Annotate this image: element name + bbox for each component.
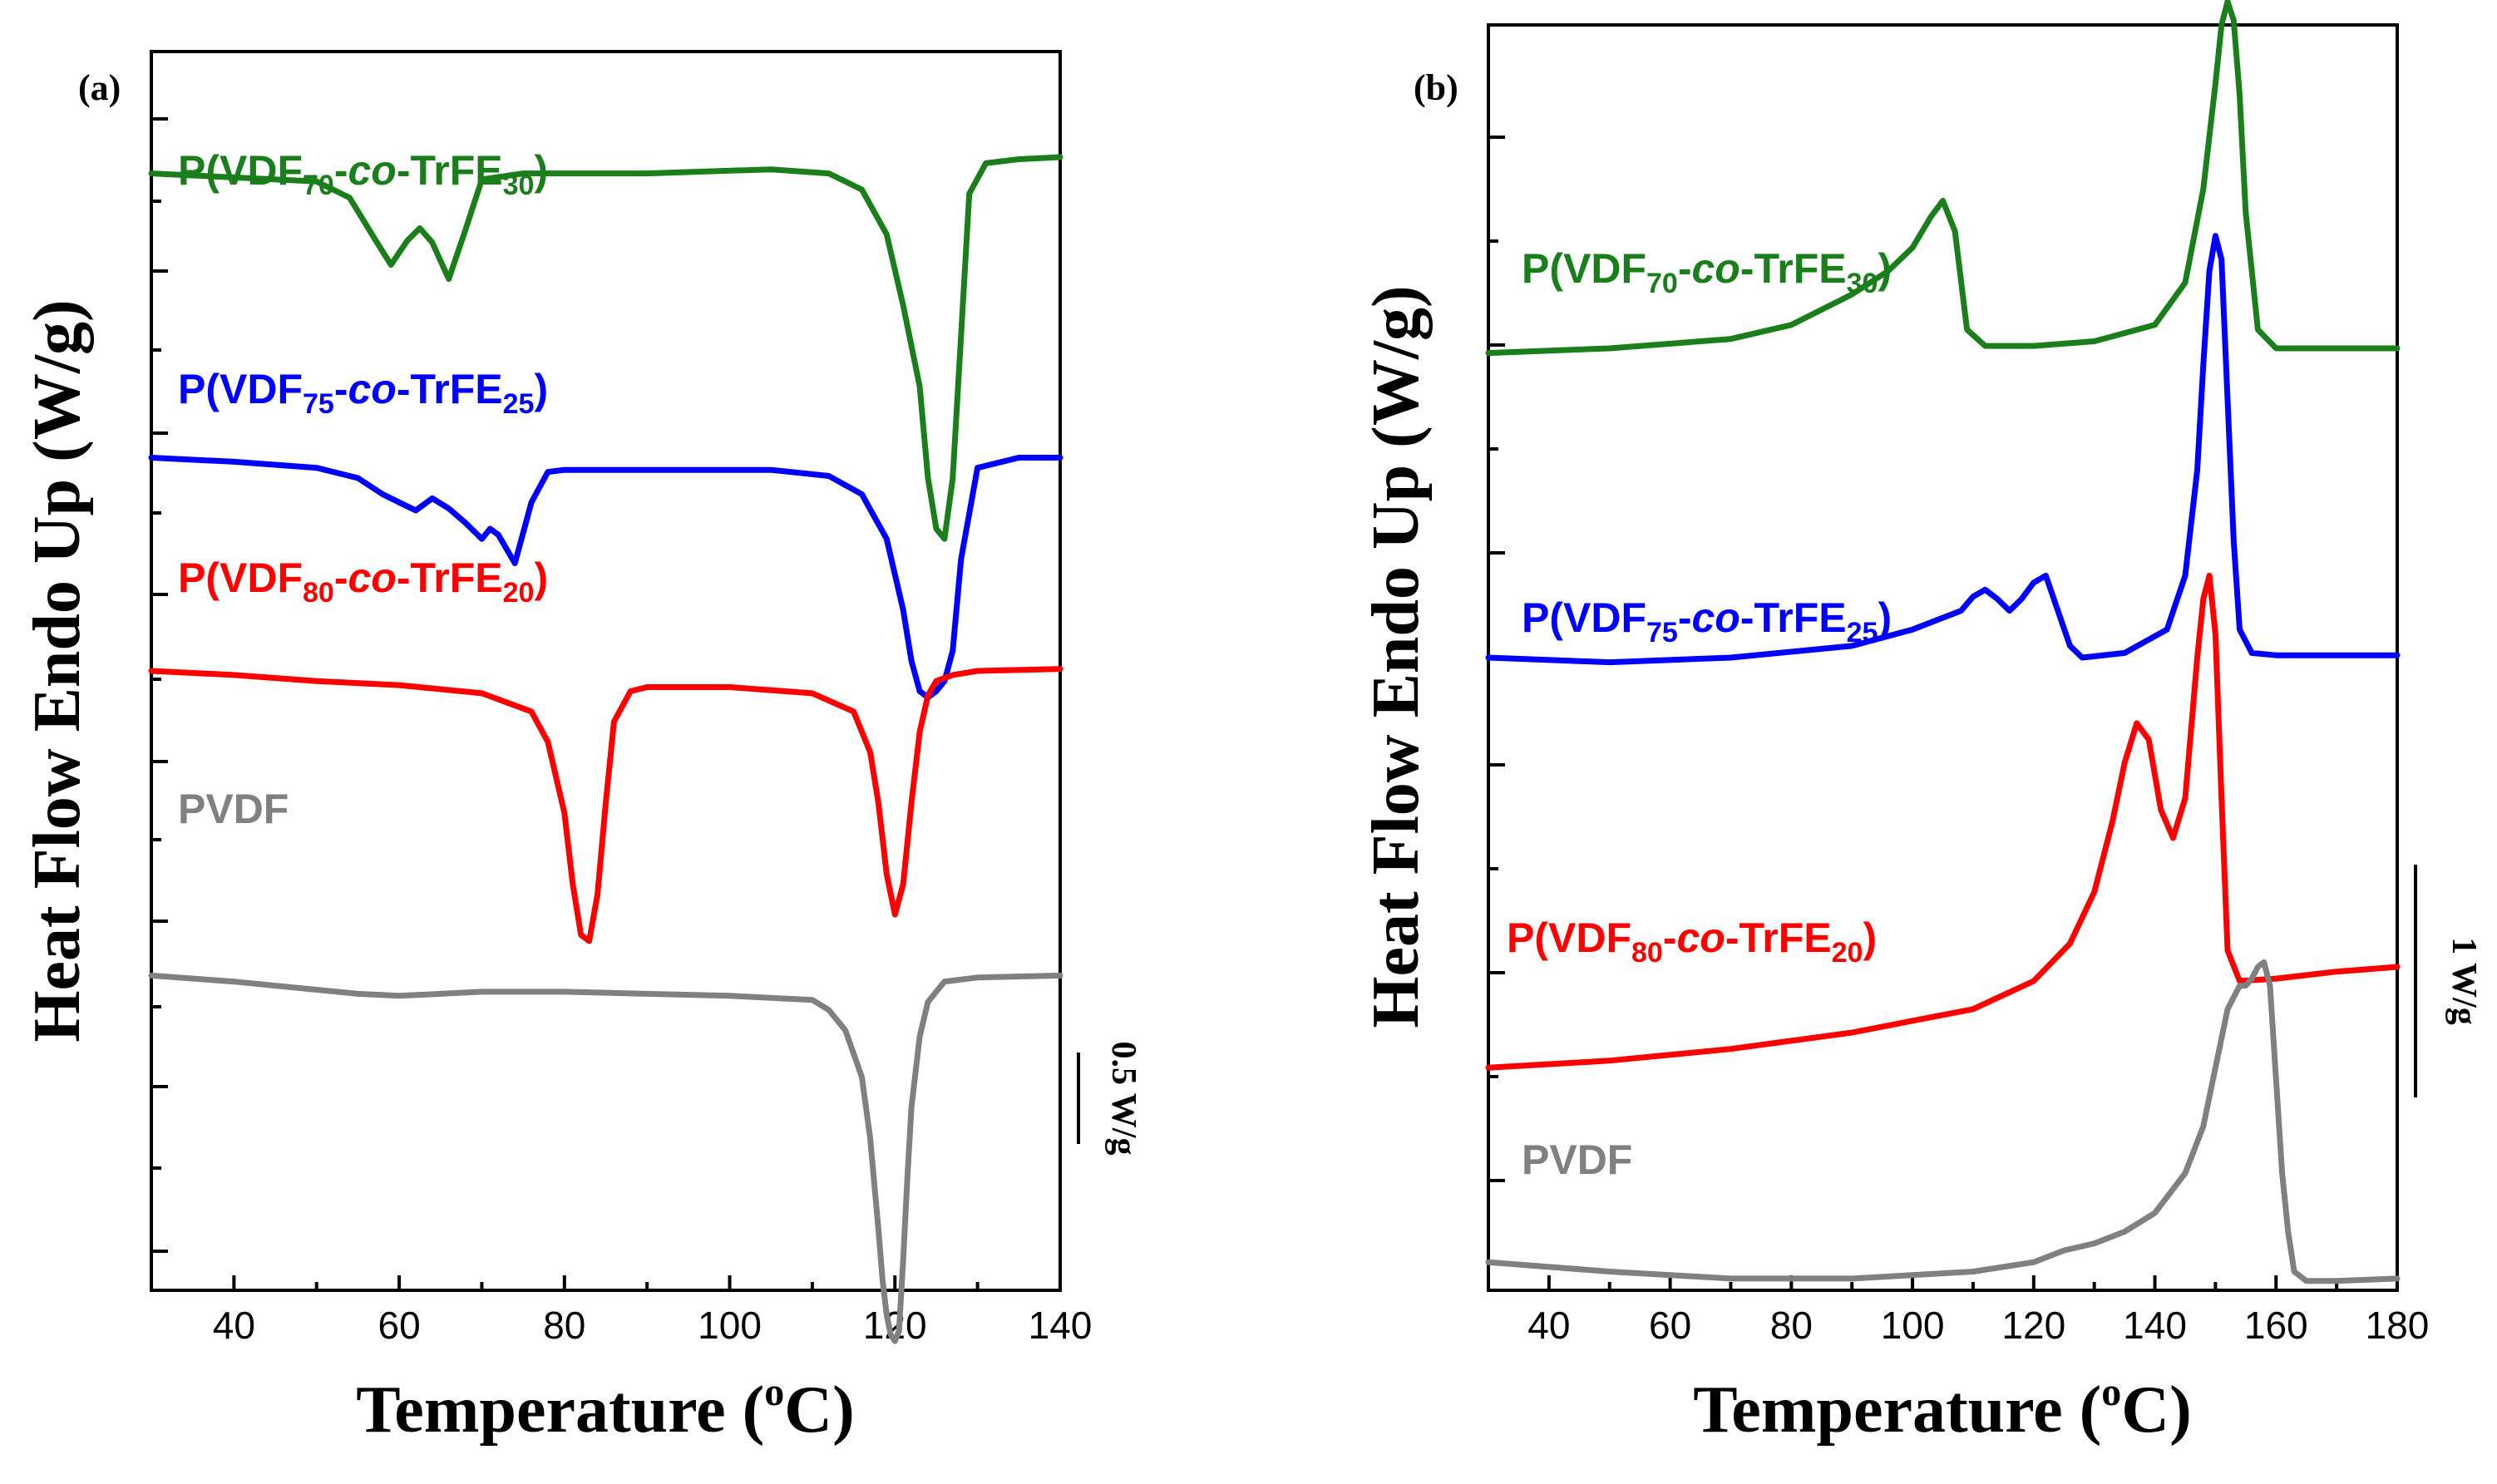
panel-b-scale-bar-label: 1 W/g	[2445, 937, 2483, 1024]
panel-a-scale-bar-label: 0.5 W/g	[1104, 1042, 1142, 1156]
series-label-part: P(VDF	[1522, 594, 1646, 641]
panel-b: (b) Heat Flow Endo Up (W/g) Temperature …	[1360, 0, 2483, 1447]
series-label-text: PVDF	[178, 786, 289, 832]
panel-a-series	[148, 154, 1063, 1344]
series-label-part: -	[1678, 245, 1692, 292]
series-label-part: 25	[1847, 617, 1878, 648]
series-label-part: co	[1691, 594, 1740, 641]
panel-b-label: (b)	[1414, 67, 1458, 108]
series-label-part: 75	[303, 388, 334, 420]
x-tick-label: 80	[1770, 1304, 1813, 1347]
series-label: PVDF	[1522, 1136, 1632, 1183]
series-label-part: 20	[1832, 937, 1863, 969]
panel-b-x-title: Temperature (oC)	[1693, 1370, 2191, 1447]
series-label-part: P(VDF	[178, 555, 303, 601]
series-label-part: P(VDF	[178, 366, 303, 412]
series-label-part: 20	[503, 577, 535, 609]
panel-a-y-title: Heat Flow Endo Up (W/g)	[21, 299, 94, 1042]
x-tick-label: 140	[2123, 1304, 2187, 1347]
panel-a-series-labels: P(VDF70-co-TrFE30)P(VDF75-co-TrFE25)P(VD…	[178, 147, 548, 832]
series-label-part: co	[348, 555, 396, 601]
x-tick-label: 160	[2244, 1304, 2308, 1347]
series-label-part: )	[534, 555, 548, 601]
series-label-part: 25	[503, 388, 535, 420]
x-tick-label: 80	[543, 1304, 585, 1347]
series-label-part: )	[1878, 594, 1892, 641]
series-label-part: -	[1663, 915, 1677, 961]
series-line-p-vdf80-co-trfe20	[148, 666, 1063, 944]
x-tick-label: 140	[1029, 1304, 1093, 1347]
series-line-pvdf	[148, 972, 1063, 1344]
series-label-part: -TrFE	[1740, 594, 1847, 641]
panel-a: (a) Heat Flow Endo Up (W/g) Temperature …	[21, 50, 1142, 1447]
panel-b-ticks: 40 60 80 100 120 140 160 180	[1487, 136, 2430, 1347]
series-label-part: P(VDF	[1507, 915, 1631, 961]
series-line-p-vdf70-co-trfe30	[1485, 0, 2401, 357]
series-label-part: 75	[1646, 617, 1678, 648]
series-label-part: )	[1878, 245, 1892, 292]
panel-b-series-labels: P(VDF70-co-TrFE30)P(VDF75-co-TrFE25)P(VD…	[1507, 245, 1892, 1183]
series-label: P(VDF80-co-TrFE20)	[1507, 915, 1877, 969]
series-line-p-vdf75-co-trfe25	[148, 455, 1063, 701]
series-label-part: 30	[503, 170, 535, 201]
series-label-part: -TrFE	[397, 555, 503, 601]
series-label-part: )	[534, 366, 548, 412]
series-label: P(VDF70-co-TrFE30)	[178, 147, 548, 201]
x-tick-label: 40	[213, 1304, 255, 1347]
panel-a-scale-bar: 0.5 W/g	[1077, 1042, 1142, 1156]
series-label: P(VDF70-co-TrFE30)	[1522, 245, 1892, 299]
series-line-pvdf	[1485, 959, 2401, 1284]
series-label-part: -	[1678, 594, 1692, 641]
panel-b-scale-bar: 1 W/g	[2414, 865, 2483, 1097]
series-line-p-vdf80-co-trfe20	[1485, 572, 2401, 1071]
panel-a-ticks: 40 60 80 100 120 140	[150, 117, 1093, 1347]
series-label-part: -TrFE	[1740, 245, 1847, 292]
series-label-part: 70	[1646, 268, 1678, 299]
series-label-part: P(VDF	[178, 147, 303, 194]
series-label-part: -	[334, 366, 348, 412]
series-label-part: 30	[1847, 268, 1878, 299]
x-tick-label: 120	[2001, 1304, 2065, 1347]
series-line-p-vdf70-co-trfe30	[148, 154, 1063, 542]
x-tick-label: 60	[1649, 1304, 1691, 1347]
series-label-part: )	[1863, 915, 1877, 961]
x-tick-label: 60	[378, 1304, 421, 1347]
series-label-part: co	[1691, 245, 1740, 292]
series-label-part: -TrFE	[397, 366, 503, 412]
series-label-part: P(VDF	[1522, 245, 1646, 292]
panel-a-label: (a)	[78, 67, 121, 108]
series-label-part: -TrFE	[1725, 915, 1832, 961]
x-tick-label: 100	[698, 1304, 762, 1347]
series-label-part: co	[348, 147, 396, 194]
panel-b-series	[1485, 0, 2401, 1284]
series-label-part: -TrFE	[397, 147, 503, 194]
series-label-part: co	[348, 366, 396, 412]
x-tick-label: 100	[1881, 1304, 1945, 1347]
series-label-part: co	[1676, 915, 1725, 961]
series-line-p-vdf75-co-trfe25	[1485, 233, 2401, 666]
series-label-text: PVDF	[1522, 1136, 1632, 1183]
x-tick-label: 180	[2366, 1304, 2430, 1347]
series-label: P(VDF75-co-TrFE25)	[178, 366, 548, 420]
series-label: P(VDF80-co-TrFE20)	[178, 555, 548, 609]
series-label-part: 70	[303, 170, 334, 201]
series-label-part: 80	[303, 577, 334, 609]
x-tick-label: 40	[1527, 1304, 1570, 1347]
series-label-part: -	[334, 555, 348, 601]
series-label-part: )	[534, 147, 548, 194]
panel-a-x-title: Temperature (oC)	[356, 1370, 854, 1447]
series-label-part: -	[334, 147, 348, 194]
panel-b-y-title: Heat Flow Endo Up (W/g)	[1360, 285, 1433, 1028]
series-label: P(VDF75-co-TrFE25)	[1522, 594, 1892, 648]
series-label-part: 80	[1631, 937, 1663, 969]
series-label: PVDF	[178, 786, 289, 832]
